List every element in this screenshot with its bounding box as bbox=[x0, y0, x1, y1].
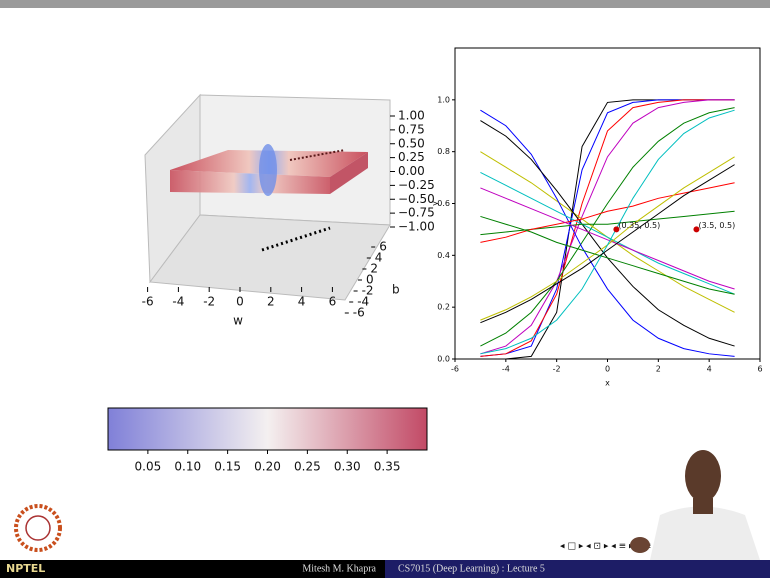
y-tick-label: 0.2 bbox=[437, 303, 450, 312]
footer-course-bg bbox=[385, 560, 770, 578]
surface-front bbox=[170, 170, 330, 194]
w-tick-label: 0 bbox=[236, 295, 244, 309]
z-tick-label: −0.25 bbox=[398, 178, 435, 192]
z-tick-label: −0.75 bbox=[398, 206, 435, 220]
curve bbox=[480, 210, 735, 236]
z-tick-label: −1.00 bbox=[398, 220, 435, 234]
colorbar-tick-label: 0.30 bbox=[334, 460, 361, 474]
top-band bbox=[0, 0, 770, 8]
w-tick-label: 2 bbox=[267, 295, 275, 309]
curve bbox=[480, 109, 735, 357]
w-tick-label: -6 bbox=[142, 295, 154, 309]
curve bbox=[480, 99, 735, 355]
w-tick-label: -2 bbox=[203, 295, 215, 309]
x-tick-label: -6 bbox=[451, 365, 459, 374]
z-tick-label: 1.00 bbox=[398, 109, 425, 123]
w-tick-label: 6 bbox=[329, 295, 337, 309]
colorbar-tick-label: 0.35 bbox=[374, 460, 401, 474]
footer-course: CS7015 (Deep Learning) : Lecture 5 bbox=[398, 563, 545, 574]
b-tick-label: 6 bbox=[379, 240, 387, 254]
presenter bbox=[630, 450, 760, 560]
colorbar-tick-label: 0.05 bbox=[135, 460, 162, 474]
b-tick-label: -2 bbox=[362, 284, 374, 298]
floor-pane bbox=[149, 214, 391, 301]
x-tick-label: 0 bbox=[605, 365, 610, 374]
data-point bbox=[693, 226, 700, 233]
b-tick-label: 4 bbox=[375, 251, 383, 265]
point-label: (0.35, 0.5) bbox=[618, 221, 660, 230]
colorbar-tick-label: 0.10 bbox=[174, 460, 201, 474]
footer-logo: NPTEL bbox=[6, 562, 45, 575]
z-tick-label: 0.00 bbox=[398, 164, 425, 178]
w-tick-label: -4 bbox=[172, 295, 184, 309]
curve bbox=[480, 107, 735, 347]
z-tick-label: −0.50 bbox=[398, 192, 435, 206]
colorbar-tick-label: 0.25 bbox=[294, 460, 321, 474]
colorbar-tick-label: 0.15 bbox=[214, 460, 241, 474]
x-tick-label: -2 bbox=[553, 365, 561, 374]
z-tick-label: 0.75 bbox=[398, 122, 425, 136]
b-tick-label: -4 bbox=[357, 295, 369, 309]
b-axis-label: b bbox=[392, 283, 400, 297]
curve bbox=[480, 187, 735, 290]
x-axis-label: x bbox=[605, 379, 610, 388]
x-tick-label: -4 bbox=[502, 365, 510, 374]
point-label: (3.5, 0.5) bbox=[698, 221, 735, 230]
x-tick-label: 6 bbox=[757, 365, 762, 374]
y-tick-label: 0.4 bbox=[437, 251, 450, 260]
y-tick-label: 1.0 bbox=[437, 95, 450, 104]
curve bbox=[480, 182, 735, 243]
y-tick-label: 0.0 bbox=[437, 355, 450, 364]
b-tick-label: -6 bbox=[353, 306, 365, 320]
curve bbox=[480, 171, 735, 295]
curve bbox=[480, 215, 735, 295]
trajectory-projection bbox=[261, 226, 331, 252]
nav-icons[interactable]: ◂ □ ▸ ◂ ⊡ ▸ ◂ ≡ ▸ ◂ ≡ ▸ bbox=[560, 542, 659, 552]
nptel-logo bbox=[14, 504, 62, 552]
curve bbox=[480, 156, 735, 321]
z-tick-label: 0.50 bbox=[398, 136, 425, 150]
y-axis-label: y bbox=[431, 201, 440, 206]
surface-side bbox=[330, 152, 368, 194]
x-tick-label: 4 bbox=[707, 365, 712, 374]
data-point bbox=[613, 226, 620, 233]
surface-valley bbox=[259, 144, 277, 196]
colorbar bbox=[107, 407, 428, 451]
curve bbox=[480, 164, 735, 324]
w-tick-label: 4 bbox=[298, 295, 306, 309]
y-tick-label: 0.6 bbox=[437, 199, 450, 208]
axes-3d bbox=[144, 93, 391, 301]
w-axis-label: w bbox=[233, 314, 243, 328]
x-tick-label: 2 bbox=[656, 365, 661, 374]
footer-author: Mitesh M. Khapra bbox=[302, 563, 376, 574]
curve bbox=[480, 99, 735, 357]
z-tick-label: 0.25 bbox=[398, 150, 425, 164]
b-tick-label: 0 bbox=[366, 273, 374, 287]
b-tick-label: 2 bbox=[370, 262, 378, 276]
curve bbox=[480, 109, 735, 355]
colorbar-tick-label: 0.20 bbox=[254, 460, 281, 474]
trajectory bbox=[289, 149, 346, 161]
y-tick-label: 0.8 bbox=[437, 147, 450, 156]
